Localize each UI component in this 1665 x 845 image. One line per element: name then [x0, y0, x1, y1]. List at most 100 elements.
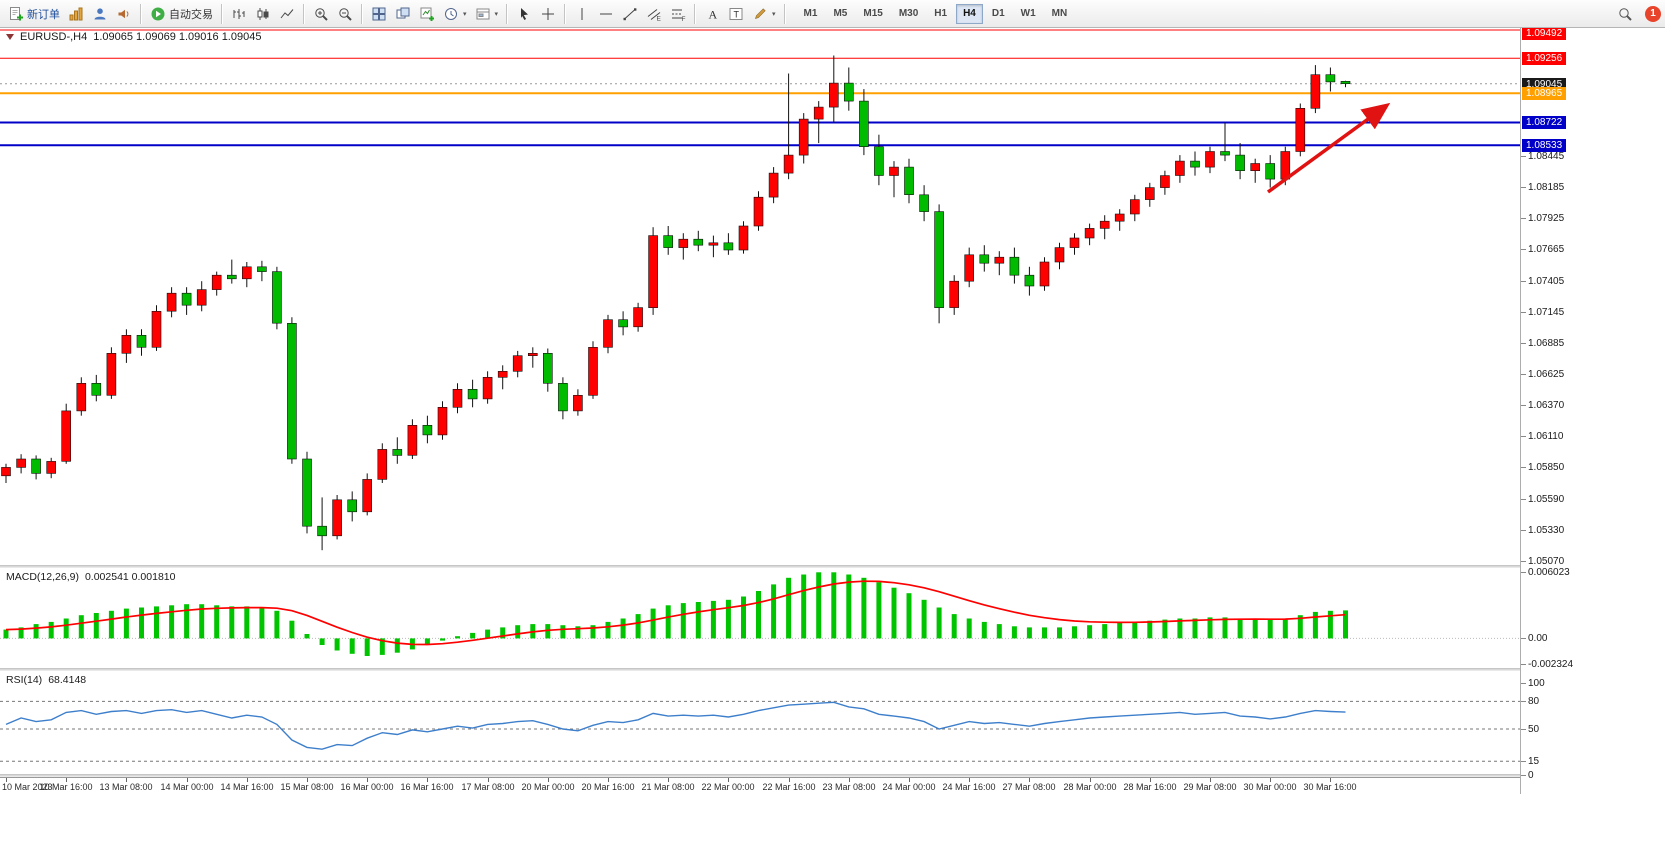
tile-windows-icon [372, 7, 386, 20]
timeframe-m15-button[interactable]: M15 [856, 4, 889, 24]
auto-trading-icon [151, 7, 165, 20]
zoom-out-icon [339, 7, 352, 21]
macd-name-label: MACD(12,26,9) [6, 571, 79, 583]
horizontal-line-tool-button[interactable] [594, 3, 618, 25]
indicators-button[interactable] [415, 3, 439, 25]
new-chart-icon [69, 7, 83, 20]
date-label: 27 Mar 08:00 [1002, 782, 1056, 792]
date-label: 14 Mar 00:00 [160, 782, 214, 792]
zoom-in-icon [315, 7, 328, 21]
price-chart-canvas[interactable] [0, 27, 1520, 565]
candlestick-chart-icon [257, 7, 269, 20]
date-label: 10 Mar 2023 [2, 782, 53, 792]
cascade-windows-button[interactable] [391, 3, 415, 25]
time-tick [307, 778, 308, 782]
date-label: 23 Mar 08:00 [822, 782, 876, 792]
timeframe-h4-button[interactable]: H4 [956, 3, 983, 24]
date-label: 16 Mar 16:00 [400, 782, 454, 792]
bar-chart-button[interactable] [227, 3, 251, 25]
svg-text:E: E [657, 15, 662, 22]
scale-label: 1.06110 [1520, 431, 1564, 443]
cursor-icon [521, 7, 529, 20]
scale-label: 1.06370 [1520, 399, 1565, 411]
timeframe-m5-button[interactable]: M5 [826, 4, 854, 24]
date-label: 20 Mar 00:00 [521, 782, 575, 792]
time-tick [126, 778, 127, 782]
toolbar-separator [303, 3, 305, 24]
search-button[interactable] [1613, 3, 1637, 25]
panel-divider[interactable] [0, 565, 1665, 568]
auto-trading-button[interactable]: 自动交易 [146, 3, 217, 25]
time-tick [1150, 778, 1151, 782]
time-tick [789, 778, 790, 782]
new-chart-button[interactable] [64, 3, 88, 25]
macd-panel-canvas[interactable] [0, 568, 1520, 668]
clock-icon [445, 7, 457, 20]
date-label: 13 Mar 08:00 [99, 782, 153, 792]
text-label-tool-button[interactable]: T [724, 3, 748, 25]
price-level-label: 1.08722 [1522, 116, 1567, 130]
chevron-down-icon: ▾ [772, 10, 776, 18]
tile-windows-button[interactable] [367, 3, 391, 25]
zoom-in-button[interactable] [309, 3, 333, 25]
arrows-tool-button[interactable]: ▾ [748, 3, 780, 25]
price-level-label: 1.08965 [1522, 87, 1567, 101]
time-tick [187, 778, 188, 782]
toolbar-separator [783, 3, 786, 24]
crosshair-icon [542, 7, 555, 20]
time-tick [1029, 778, 1030, 782]
time-tick [608, 778, 609, 782]
cursor-button[interactable] [512, 3, 536, 25]
cascade-windows-icon [396, 7, 410, 18]
svg-text:F: F [682, 16, 686, 22]
profiles-button[interactable] [88, 3, 112, 25]
timeframe-m30-button[interactable]: M30 [892, 4, 925, 24]
chart-window: EURUSD-,H4 1.09065 1.09069 1.09016 1.090… [0, 27, 1665, 845]
new-order-button[interactable]: 新订单 [4, 3, 64, 25]
date-label: 10 Mar 16:00 [39, 782, 93, 792]
panel-divider[interactable] [0, 774, 1665, 777]
zoom-out-button[interactable] [333, 3, 357, 25]
rsi-value: 68.4148 [48, 674, 87, 686]
timeframe-m1-button[interactable]: M1 [797, 4, 825, 24]
date-label: 30 Mar 00:00 [1243, 782, 1297, 792]
timeframe-h1-button[interactable]: H1 [927, 4, 954, 24]
timeframe-w1-button[interactable]: W1 [1014, 4, 1043, 24]
time-tick [1270, 778, 1271, 782]
notification-badge[interactable]: 1 [1645, 5, 1661, 22]
equidistant-channel-tool-button[interactable]: E [642, 3, 666, 25]
date-label: 15 Mar 08:00 [280, 782, 334, 792]
timeframe-mn-button[interactable]: MN [1045, 4, 1075, 24]
rsi-panel-canvas[interactable] [0, 671, 1520, 774]
search-icon [1619, 7, 1632, 21]
time-scale[interactable]: 10 Mar 2023 10 Mar 16:00 13 Mar 08:00 14 Ma… [0, 777, 1665, 795]
line-chart-button[interactable] [275, 3, 299, 25]
text-tool-button[interactable]: A [700, 3, 724, 25]
scale-label: -0.002324 [1520, 659, 1574, 670]
time-tick [1210, 778, 1211, 782]
templates-button[interactable]: ▾ [471, 3, 503, 25]
price-scale[interactable]: 1.08445 1.08185 1.07925 1.07665 1.07405 1.071… [1520, 27, 1665, 794]
scale-label: 1.07925 [1520, 213, 1565, 225]
panel-divider[interactable] [0, 668, 1665, 671]
candlestick-chart-button[interactable] [251, 3, 275, 25]
periods-button[interactable]: ▾ [439, 3, 471, 25]
time-tick [728, 778, 729, 782]
fibonacci-tool-button[interactable]: F [666, 3, 690, 25]
chart-collapse-icon[interactable] [6, 34, 14, 40]
profiles-icon [94, 7, 106, 19]
scale-label: 1.08445 [1520, 150, 1565, 162]
date-label: 22 Mar 00:00 [701, 782, 755, 792]
new-order-icon [10, 6, 23, 20]
vertical-line-icon [581, 7, 583, 20]
trendline-tool-button[interactable] [618, 3, 642, 25]
timeframe-d1-button[interactable]: D1 [985, 4, 1012, 24]
date-label: 21 Mar 08:00 [641, 782, 695, 792]
crosshair-button[interactable] [536, 3, 560, 25]
alerts-button[interactable] [112, 3, 136, 25]
scale-label: 1.06885 [1520, 338, 1565, 350]
date-label: 20 Mar 16:00 [581, 782, 635, 792]
chart-header: EURUSD-,H4 1.09065 1.09069 1.09016 1.090… [6, 31, 261, 43]
vertical-line-tool-button[interactable] [570, 3, 594, 25]
scale-label: 1.05590 [1520, 493, 1565, 505]
